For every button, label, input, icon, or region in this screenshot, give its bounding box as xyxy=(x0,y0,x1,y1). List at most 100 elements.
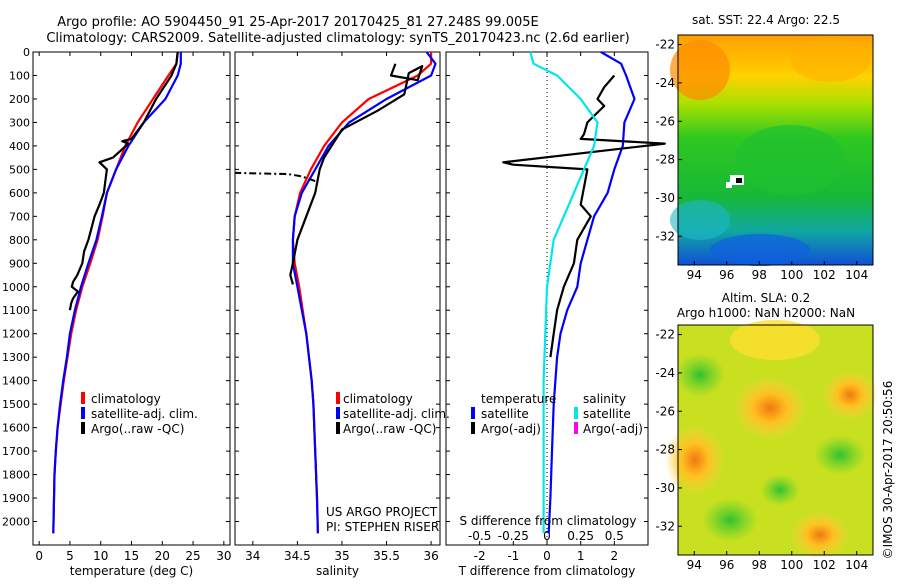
map-y-tick-label: -30 xyxy=(655,191,675,205)
pi-label: PI: STEPHEN RISER xyxy=(326,520,439,534)
map-x-tick-label: 96 xyxy=(719,268,734,282)
legend-swatch-argo xyxy=(81,422,85,434)
sla-yellow-patch xyxy=(730,320,820,360)
x-tick-label: 0 xyxy=(543,549,551,563)
map-frame xyxy=(677,324,874,556)
x-tick-label: 34.5 xyxy=(284,549,311,563)
map-x-tick-label: 102 xyxy=(813,558,836,572)
x2-tick-label: -0.25 xyxy=(498,529,529,543)
map-y-tick-label: -26 xyxy=(655,114,675,128)
sst-warm-patch xyxy=(790,38,870,82)
legend-swatch-t-argo xyxy=(471,422,475,434)
sst-map-title: sat. SST: 22.4 Argo: 22.5 xyxy=(692,13,840,27)
map-x-tick-label: 104 xyxy=(845,268,868,282)
sst-cold-patch xyxy=(710,234,810,266)
salinity-legend: climatology satellite-adj. clim. Argo(..… xyxy=(336,392,450,436)
y-tick-label: 500 xyxy=(9,163,30,176)
sst-green-patch xyxy=(735,125,845,195)
legend-swatch-satellite xyxy=(336,407,340,419)
x-axis-label: temperature (deg C) xyxy=(70,564,193,578)
map-x-tick-label: 94 xyxy=(687,558,702,572)
series-line-climatology xyxy=(291,52,433,534)
sst-argo-marker xyxy=(736,178,742,183)
salinity-panel: 34 34.5 35 35.5 36 salinity xyxy=(234,51,441,578)
map-y-tick-label: -30 xyxy=(655,481,675,495)
sst-land-mask xyxy=(726,182,732,188)
x-axis-label: salinity xyxy=(316,564,359,578)
sst-map-axes: 94 96 98 100 102 104 -22 -24 -26 -28 -30 -32 xyxy=(655,34,874,282)
legend-swatch-argo xyxy=(336,422,340,434)
x-tick-label: 0 xyxy=(35,549,43,563)
map-y-tick-label: -26 xyxy=(655,404,675,418)
legend-label-satellite: satellite-adj. clim. xyxy=(91,407,198,421)
map-x-tick-label: 100 xyxy=(780,558,803,572)
map-y-tick-label: -22 xyxy=(655,328,675,342)
legend-header-temperature: temperature xyxy=(481,392,556,406)
y-tick-label: 800 xyxy=(9,234,30,247)
sst-cyan-patch xyxy=(670,200,730,240)
project-label: US ARGO PROJECT xyxy=(326,505,438,519)
y-tick-label: 1200 xyxy=(2,328,30,341)
plot-frame xyxy=(234,51,441,546)
map-y-tick-label: -28 xyxy=(655,443,675,457)
legend-swatch-s-argo xyxy=(574,422,578,434)
y-tick-label: 1400 xyxy=(2,375,30,388)
sla-map xyxy=(665,320,878,559)
x-tick-label: 10 xyxy=(93,549,108,563)
x-axis-label: T difference from climatology xyxy=(458,564,636,578)
sla-map-axes: 94 96 98 100 102 104 -22 -24 -26 -28 -30 -32 xyxy=(655,324,874,572)
sla-low-patch xyxy=(814,435,866,475)
y-tick-label: 2000 xyxy=(2,516,30,529)
map-x-tick-label: 96 xyxy=(719,558,734,572)
plot-frame xyxy=(32,51,231,546)
y-tick-label: 1700 xyxy=(2,445,30,458)
map-y-tick-label: -28 xyxy=(655,153,675,167)
sla-low-patch xyxy=(702,498,758,542)
x2-tick-label: -0.5 xyxy=(468,529,491,543)
y-tick-label: 400 xyxy=(9,140,30,153)
series-line-t-argo-adj- xyxy=(502,74,666,358)
legend-swatch-s-satellite xyxy=(574,407,578,419)
difference-legend: temperature salinity satellite Argo(-adj… xyxy=(471,392,643,436)
x-tick-label: 5 xyxy=(66,549,74,563)
legend-label-t-argo: Argo(-adj) xyxy=(481,422,541,436)
x-tick-label: -2 xyxy=(474,549,486,563)
credit-label: ©IMOS 30-Apr-2017 20:50:56 xyxy=(881,381,895,560)
y-tick-label: 1600 xyxy=(2,422,30,435)
x-tick-label: 25 xyxy=(185,549,200,563)
legend-swatch-climatology xyxy=(81,392,85,404)
sla-high-patch xyxy=(822,370,878,420)
map-y-tick-label: -32 xyxy=(655,519,675,533)
legend-label-satellite: satellite-adj. clim. xyxy=(343,407,450,421)
y-tick-label: 1300 xyxy=(2,351,30,364)
map-y-tick-label: -32 xyxy=(655,229,675,243)
x-tick-label: 20 xyxy=(155,549,170,563)
legend-label-s-argo: Argo(-adj) xyxy=(583,422,643,436)
sla-map-title-1: Altim. SLA: 0.2 xyxy=(722,291,810,305)
x-tick-label: 35.5 xyxy=(373,549,400,563)
figure-title-line1: Argo profile: AO 5904450_91 25-Apr-2017 … xyxy=(57,15,538,30)
sla-high-patch xyxy=(665,424,725,496)
legend-label-climatology: climatology xyxy=(343,392,413,406)
map-x-tick-label: 102 xyxy=(813,268,836,282)
sla-low-patch xyxy=(675,353,725,397)
temperature-panel: 0100200300400500600700800900100011001200… xyxy=(2,46,231,578)
legend-label-argo: Argo(..raw -QC) xyxy=(343,422,436,436)
legend-label-s-satellite: satellite xyxy=(583,407,631,421)
sst-map xyxy=(670,35,873,266)
series-line-t-satellite xyxy=(547,51,636,534)
legend-label-argo: Argo(..raw -QC) xyxy=(91,422,184,436)
x-tick-label: 1 xyxy=(577,549,585,563)
x-tick-label: 2 xyxy=(611,549,619,563)
map-x-tick-label: 104 xyxy=(845,558,868,572)
map-x-tick-label: 98 xyxy=(752,268,767,282)
y-tick-label: 1000 xyxy=(2,281,30,294)
y-tick-label: 900 xyxy=(9,257,30,270)
map-frame xyxy=(677,34,874,266)
y-tick-label: 300 xyxy=(9,116,30,129)
series-line-s-satellite xyxy=(529,51,599,534)
y-tick-label: 1100 xyxy=(2,304,30,317)
y-tick-label: 0 xyxy=(23,46,30,59)
legend-swatch-t-satellite xyxy=(471,407,475,419)
